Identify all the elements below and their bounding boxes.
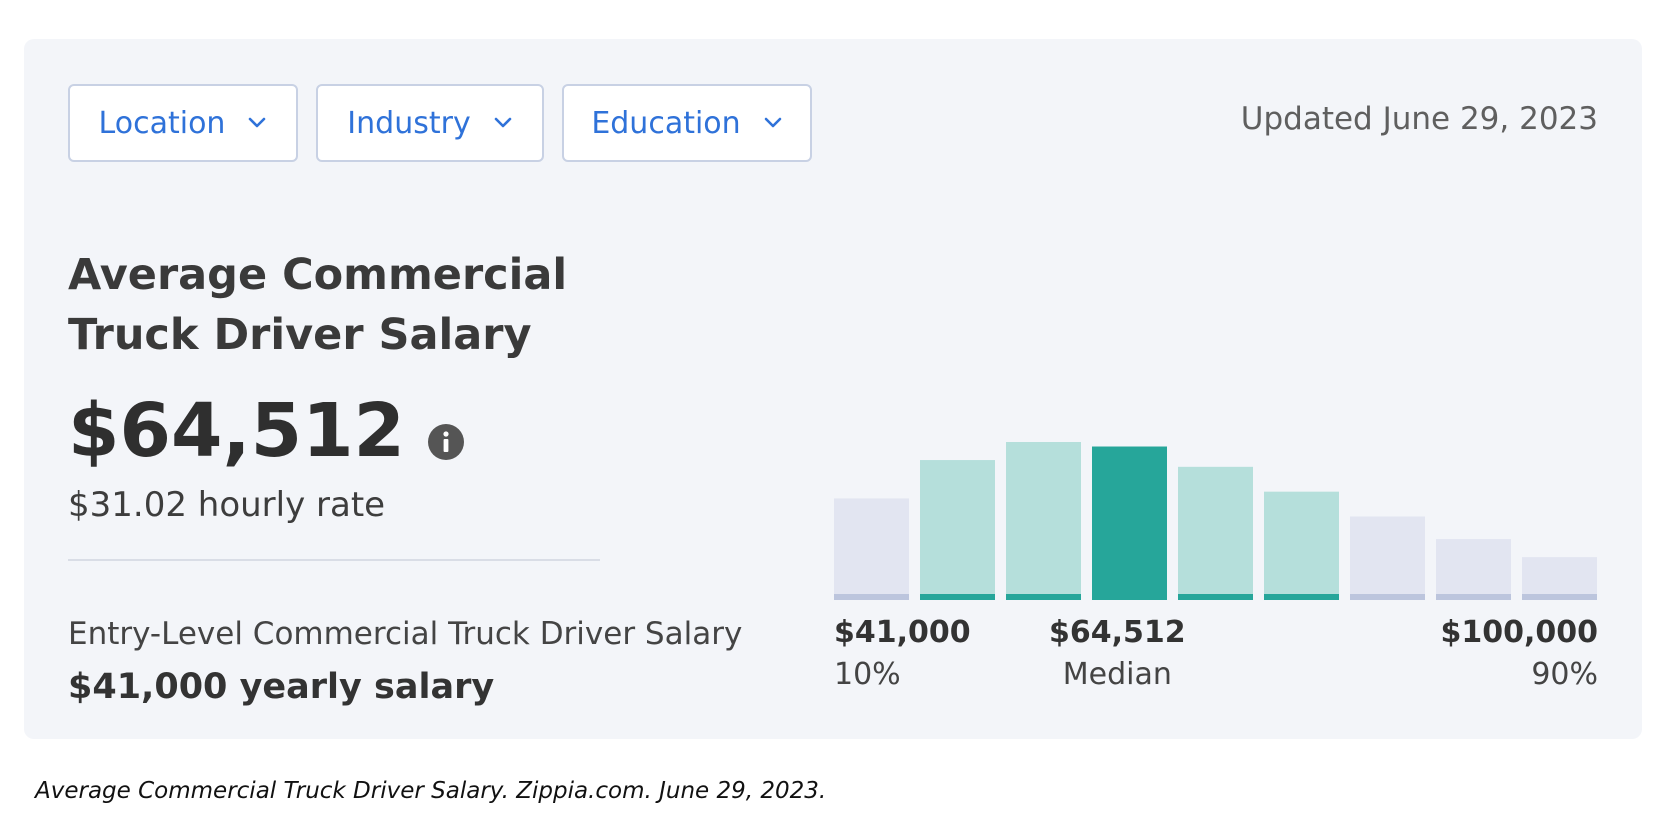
entry-level-label: Entry-Level Commercial Truck Driver Sala… [68, 616, 743, 652]
location-filter-label: Location [98, 105, 226, 141]
average-salary: $64,512 [68, 386, 465, 476]
histogram-bar-base [1350, 594, 1425, 600]
histogram-bar [1350, 516, 1425, 600]
page-title: Average Commercial Truck Driver Salary [68, 250, 568, 360]
histogram-bar [1092, 446, 1167, 600]
histogram-bar-base [1092, 594, 1167, 600]
salary-card: Location Industry Education Updated June… [24, 39, 1642, 739]
industry-filter-label: Industry [347, 105, 471, 141]
updated-date: Updated June 29, 2023 [1240, 101, 1598, 137]
education-filter-label: Education [591, 105, 741, 141]
histogram-bar [1006, 442, 1081, 600]
median-salary-value: $64,512 [1049, 615, 1186, 650]
source-caption: Average Commercial Truck Driver Salary. … [35, 778, 827, 804]
histogram-bar-base [1178, 594, 1253, 600]
histogram-bar [920, 460, 995, 600]
histogram-bar [1522, 557, 1597, 600]
location-filter-button[interactable]: Location [68, 84, 298, 162]
histogram-bar [1436, 539, 1511, 600]
median-label: Median [1062, 657, 1172, 692]
salary-histogram [834, 442, 1597, 600]
low-salary-value: $41,000 [834, 615, 971, 650]
stat-high: $100,000 90% [1440, 613, 1598, 697]
histogram-bar [834, 498, 909, 600]
histogram-bar-base [1006, 594, 1081, 600]
histogram-bar-base [834, 594, 909, 600]
divider [68, 559, 600, 561]
industry-filter-button[interactable]: Industry [316, 84, 544, 162]
salary-amount: $64,512 [68, 388, 406, 474]
histogram-bar [1264, 491, 1339, 600]
chevron-down-icon [763, 113, 783, 133]
chevron-down-icon [493, 113, 513, 133]
entry-level-value: $41,000 yearly salary [68, 667, 495, 707]
stat-low: $41,000 10% [834, 613, 971, 697]
histogram-bar-base [920, 594, 995, 600]
info-icon[interactable] [427, 423, 465, 461]
histogram-bar-base [1436, 594, 1511, 600]
education-filter-button[interactable]: Education [562, 84, 812, 162]
histogram-bar [1178, 466, 1253, 600]
stat-median: $64,512 Median [1049, 613, 1186, 697]
low-percentile-label: 10% [834, 657, 901, 692]
high-percentile-label: 90% [1531, 657, 1598, 692]
histogram-bar-base [1264, 594, 1339, 600]
high-salary-value: $100,000 [1440, 615, 1598, 650]
histogram-bar-base [1522, 594, 1597, 600]
hourly-rate: $31.02 hourly rate [68, 485, 386, 525]
chevron-down-icon [247, 113, 267, 133]
